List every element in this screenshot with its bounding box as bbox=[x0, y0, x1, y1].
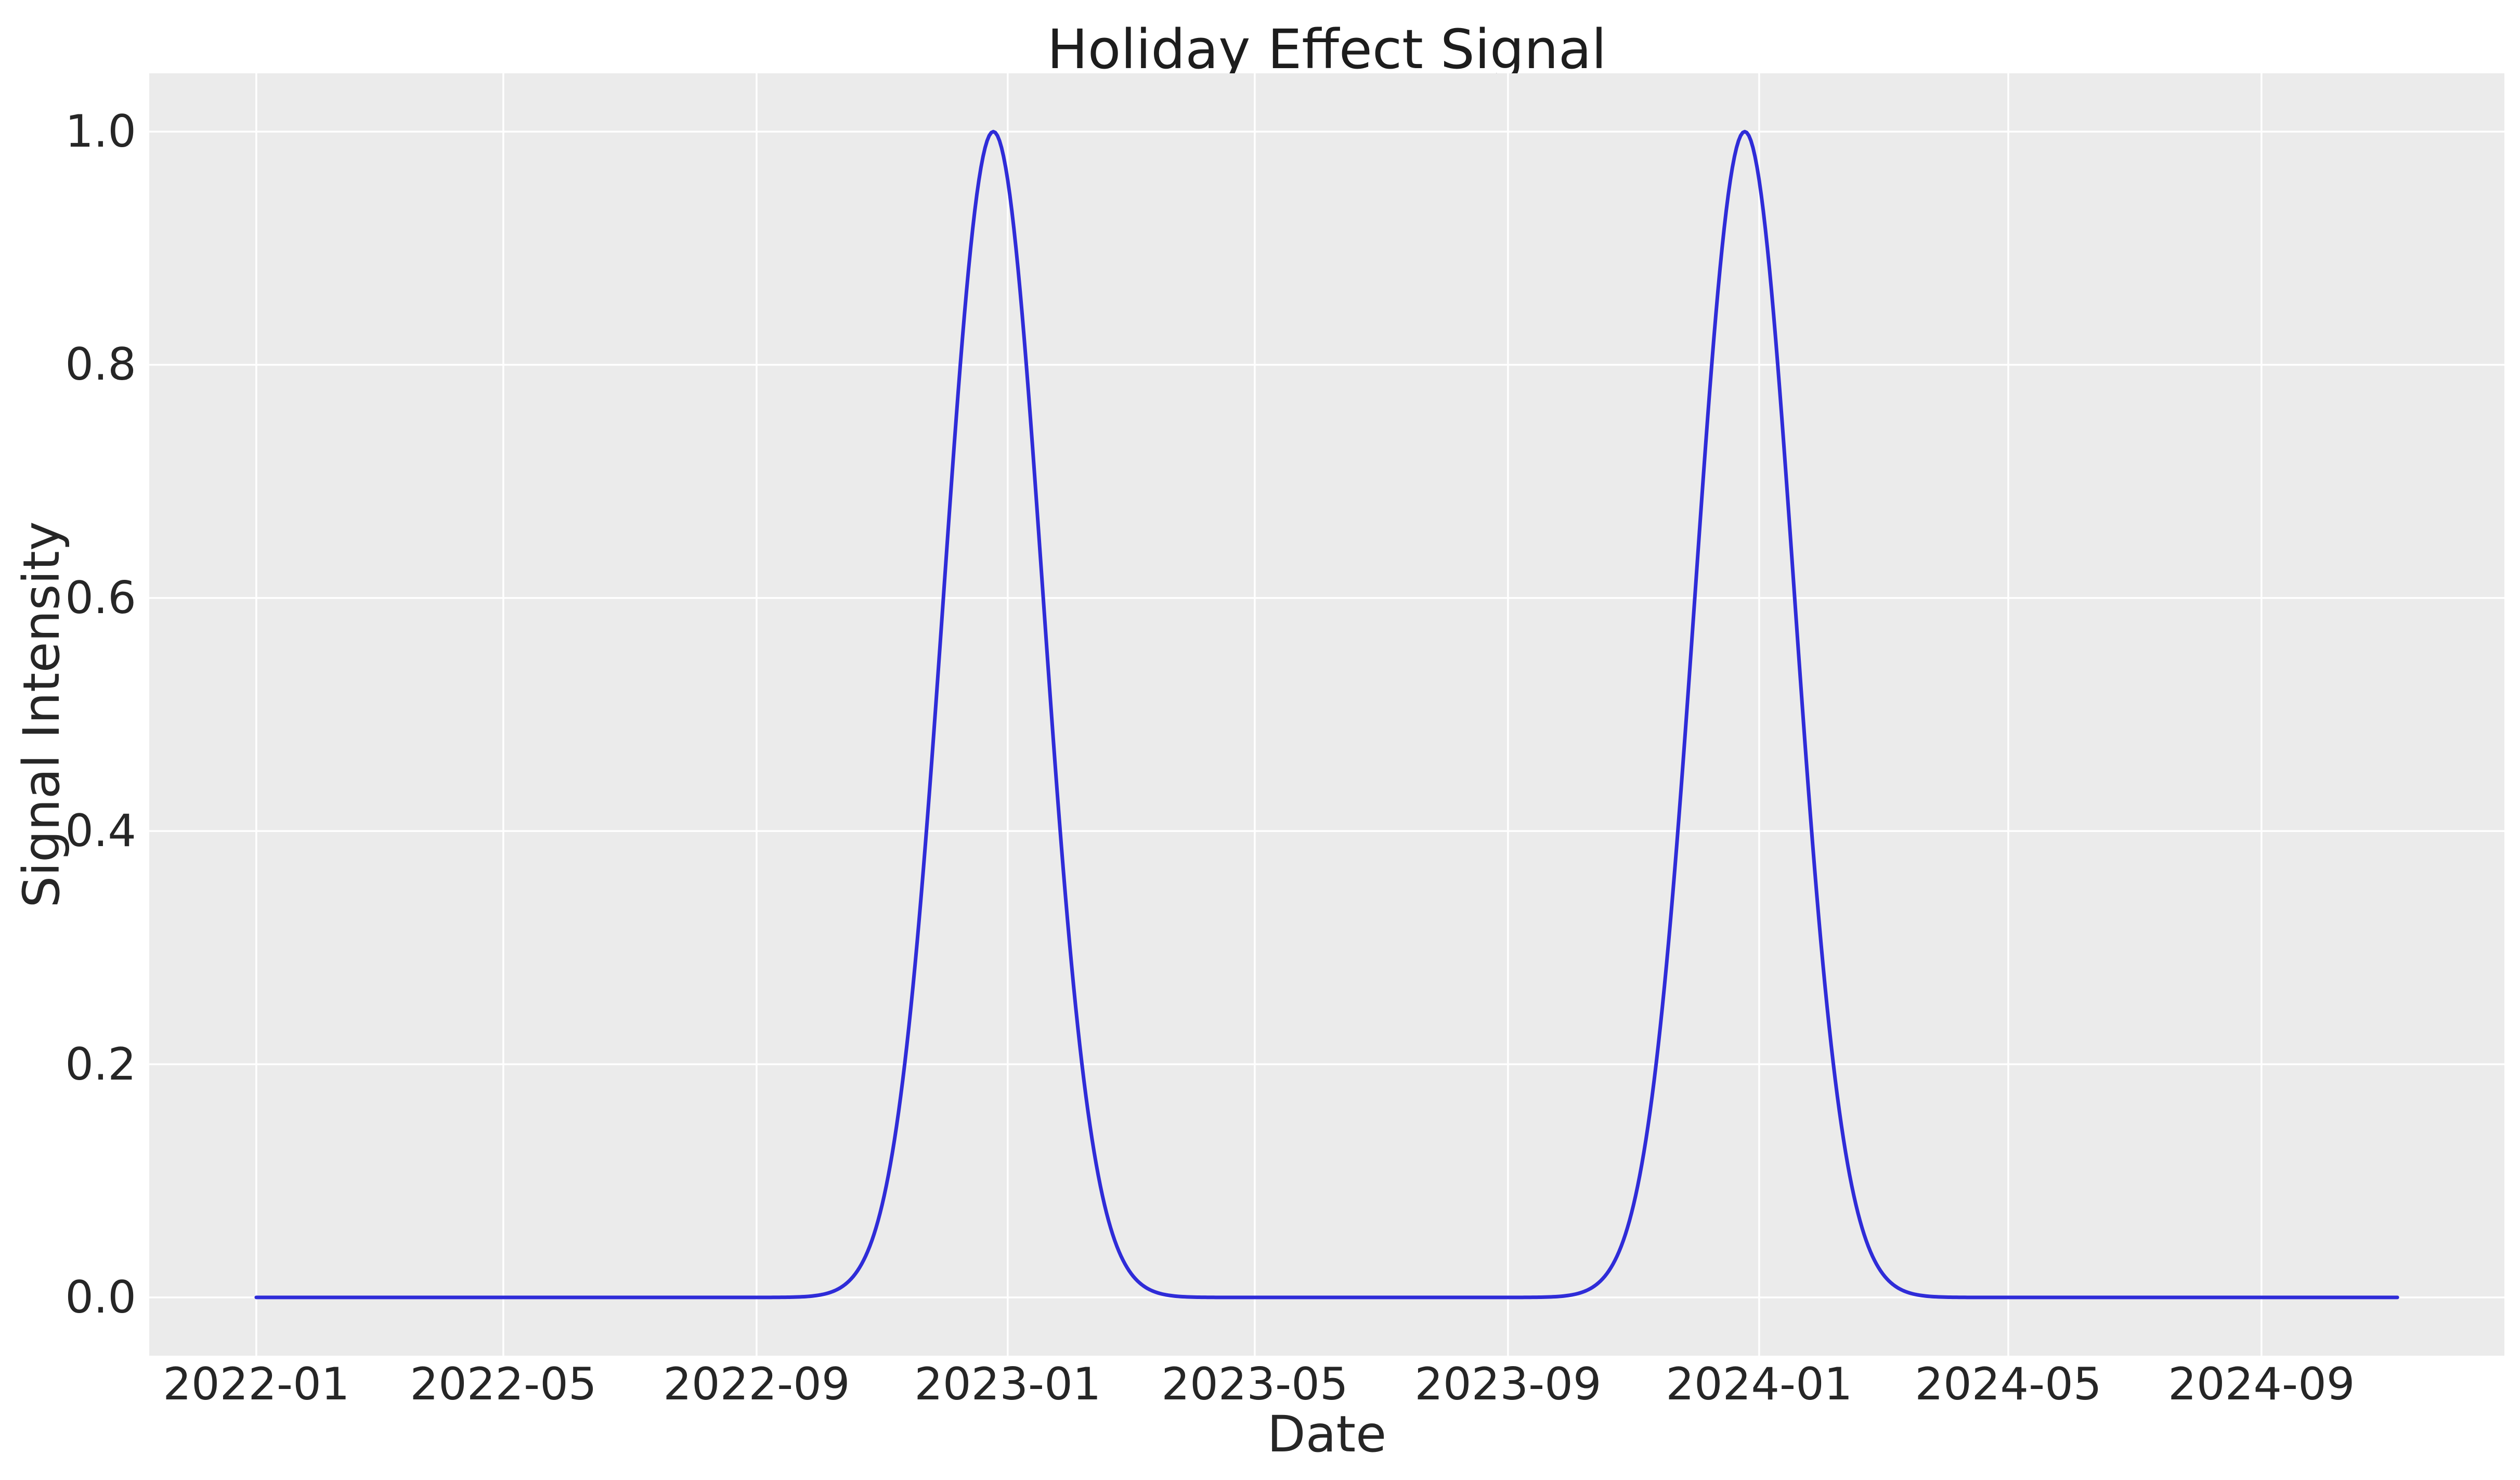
plot-canvas bbox=[149, 73, 2504, 1356]
chart-title: Holiday Effect Signal bbox=[1047, 18, 1607, 81]
y-tick-label: 1.0 bbox=[65, 106, 136, 158]
signal-line bbox=[254, 129, 2399, 1300]
x-tick-label: 2023-05 bbox=[1161, 1358, 1348, 1410]
x-tick-label: 2023-09 bbox=[1414, 1358, 1602, 1410]
plot-background bbox=[149, 73, 2504, 1356]
plot-area bbox=[149, 73, 2504, 1356]
y-tick-label: 0.8 bbox=[65, 339, 136, 391]
y-tick-label: 0.6 bbox=[65, 572, 136, 624]
x-tick-label: 2024-05 bbox=[1915, 1358, 2102, 1410]
x-tick-label: 2024-09 bbox=[2168, 1358, 2355, 1410]
x-tick-label: 2022-01 bbox=[163, 1358, 350, 1410]
x-tick-label: 2022-09 bbox=[663, 1358, 850, 1410]
y-tick-label: 0.0 bbox=[65, 1271, 136, 1323]
x-axis-label: Date bbox=[1267, 1405, 1387, 1463]
x-tick-label: 2023-01 bbox=[914, 1358, 1101, 1410]
x-tick-label: 2022-05 bbox=[410, 1358, 597, 1410]
y-tick-label: 0.4 bbox=[65, 805, 136, 858]
y-tick-label: 0.2 bbox=[65, 1038, 136, 1090]
x-tick-label: 2024-01 bbox=[1666, 1358, 1853, 1410]
y-axis-label: Signal Intensity bbox=[12, 521, 71, 908]
